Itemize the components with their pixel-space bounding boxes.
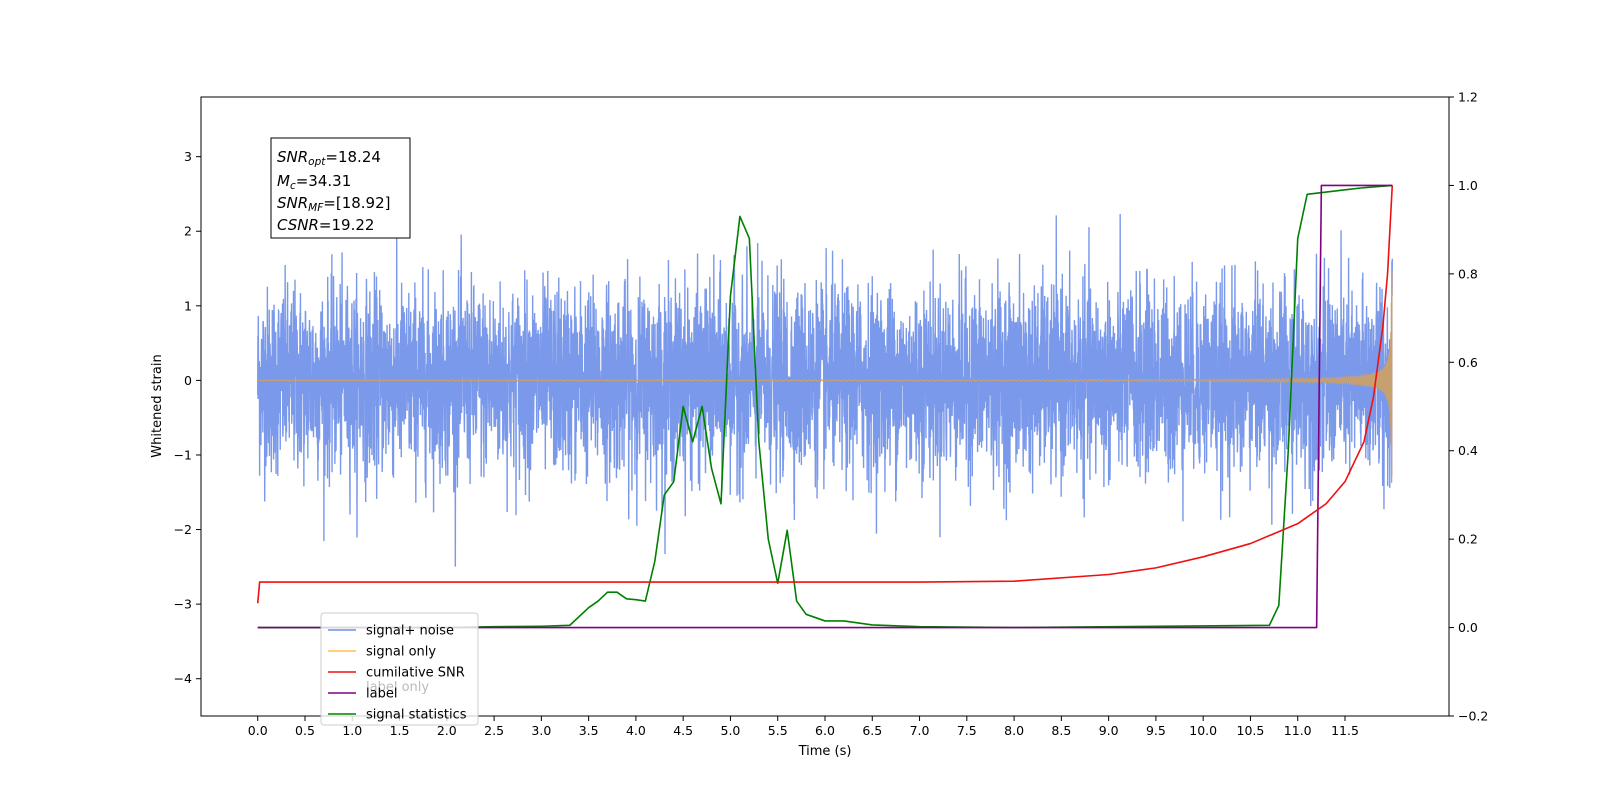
right-y-tick-label: 1.0: [1458, 178, 1478, 193]
x-tick-label: 9.5: [1146, 723, 1166, 738]
x-tick-label: 3.0: [531, 723, 551, 738]
series-layer: [256, 184, 1394, 629]
x-axis-label: Time (s): [798, 744, 852, 759]
x-tick-label: 7.5: [957, 723, 977, 738]
legend-entry-signal-statistics-text: signal statistics: [366, 708, 467, 723]
legend-entry-signal-only-text: signal only: [366, 645, 436, 660]
left-y-tick-label: −1: [174, 447, 192, 462]
x-tick-label: 1.0: [342, 723, 362, 738]
left-y-axis-ticks: 3 2 1 0 −1 −2 −3 −4: [174, 149, 201, 686]
legend-entry-cumulative-snr-text: cumilative SNR: [366, 666, 465, 681]
x-tick-label: 0.5: [295, 723, 315, 738]
legend-ghost-label-only: label only: [366, 680, 429, 695]
left-y-tick-label: 0: [184, 373, 192, 388]
left-y-tick-label: −3: [174, 597, 192, 612]
x-axis-ticks: 0.0 0.5 1.0 1.5 2.0 2.5 3.0 3.5 4.0 4.5 5.0 5.5 6.0 6…: [248, 716, 1359, 738]
x-tick-label: 8.5: [1051, 723, 1071, 738]
legend-entry-signal-noise-text: signal+ noise: [366, 624, 454, 639]
x-tick-label: 5.0: [721, 723, 741, 738]
x-tick-label: 7.0: [910, 723, 930, 738]
left-y-tick-label: −2: [174, 522, 192, 537]
x-tick-label: 5.5: [768, 723, 788, 738]
x-tick-label: 4.5: [673, 723, 693, 738]
left-y-tick-label: 2: [184, 224, 192, 239]
left-y-tick-label: −4: [174, 671, 192, 686]
x-tick-label: 10.0: [1189, 723, 1217, 738]
left-y-tick-label: 1: [184, 298, 192, 313]
right-y-tick-label: 0.0: [1458, 620, 1478, 635]
mc-annotation: Mc=34.31: [277, 172, 351, 192]
x-tick-label: 8.0: [1004, 723, 1024, 738]
x-tick-label: 6.0: [815, 723, 835, 738]
snr-opt-annotation: SNRopt=18.24: [277, 148, 381, 168]
right-y-tick-label: 0.8: [1458, 266, 1478, 281]
x-tick-label: 6.5: [862, 723, 882, 738]
csnr-annotation: CSNR=19.22: [277, 216, 374, 234]
right-y-tick-label: −0.2: [1458, 709, 1488, 724]
x-tick-label: 11.0: [1284, 723, 1312, 738]
right-y-tick-label: 1.2: [1458, 90, 1478, 105]
x-tick-label: 4.0: [626, 723, 646, 738]
stats-annotation: SNRopt=18.24 Mc=34.31 SNRMF=[18.92] CSNR…: [270, 137, 411, 239]
x-tick-label: 3.5: [579, 723, 599, 738]
right-y-tick-label: 0.2: [1458, 532, 1478, 547]
right-y-tick-label: 0.6: [1458, 355, 1478, 370]
series-signal-noise: [257, 214, 1393, 567]
series-cumulative-snr: [256, 185, 1394, 604]
snr-mf-annotation: SNRMF=[18.92]: [277, 194, 391, 214]
series-signal-statistics: [257, 184, 1393, 629]
x-tick-label: 0.0: [248, 723, 268, 738]
x-tick-label: 2.5: [484, 723, 504, 738]
x-tick-label: 11.5: [1331, 723, 1359, 738]
left-y-tick-label: 3: [184, 149, 192, 164]
series-label: [257, 184, 1393, 629]
right-y-tick-label: 0.4: [1458, 443, 1478, 458]
legend-entry-label-text: label: [366, 687, 397, 702]
legend: label only signal+ noise signal only cumila…: [320, 612, 479, 726]
legend-box: [320, 612, 479, 726]
x-tick-label: 1.5: [390, 723, 410, 738]
x-tick-label: 10.5: [1237, 723, 1265, 738]
stats-annotation-box: [270, 137, 411, 239]
series-signal-only: [257, 270, 1393, 483]
x-tick-label: 2.0: [437, 723, 457, 738]
right-y-axis-ticks: 1.2 1.0 0.8 0.6 0.4 0.2 0.0 −0.2: [1449, 90, 1488, 724]
x-tick-label: 9.0: [1099, 723, 1119, 738]
left-y-axis-label: Whitened strain: [150, 354, 165, 457]
